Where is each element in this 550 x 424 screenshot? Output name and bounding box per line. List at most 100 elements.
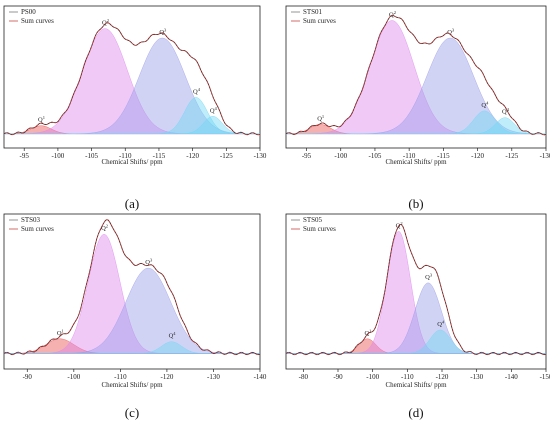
panel-label: (c)	[125, 405, 139, 420]
peak-label-q1: Q1	[317, 114, 324, 123]
x-tick-label: -130	[540, 152, 550, 160]
peak-label-sup: 4	[173, 331, 176, 336]
peak-label-sup: 4	[198, 87, 201, 92]
peak-label-q1: Q1	[57, 328, 64, 337]
peak-label-q2: Q2	[102, 18, 109, 27]
x-tick-label: -90	[333, 373, 343, 381]
x-tick-label: -140	[505, 373, 518, 381]
peak-label-sup: 1	[62, 328, 64, 333]
peak-label-sup: 3	[164, 28, 167, 33]
legend-sum-label: Sum curves	[21, 225, 54, 233]
x-tick-label: -130	[207, 373, 220, 381]
x-tick-label: -125	[505, 152, 518, 160]
x-tick-label: -125	[220, 152, 233, 160]
x-tick-label: -100	[67, 373, 80, 381]
panel-c: Q1 Q2 Q3 Q4 -90 -100 -110 -120 -130 -140 Chemical …	[3, 213, 267, 420]
peak-label-sup: 3	[452, 28, 455, 33]
peak-label-sup: 2	[106, 224, 108, 229]
peak-q4b-area	[4, 116, 260, 135]
peak-label-q1: Q1	[38, 115, 45, 124]
legend-sample-label: STS01	[303, 8, 323, 16]
x-tick-label: -105	[369, 152, 382, 160]
x-tick-label: -110	[114, 373, 127, 381]
plot-frame	[285, 5, 547, 149]
plot-frame	[3, 213, 261, 370]
peak-label-sup: 1	[43, 115, 45, 120]
x-tick-label: -110	[119, 152, 132, 160]
x-tick-label: -105	[85, 152, 98, 160]
peak-label-sup: 3	[150, 258, 153, 263]
panel-b: Q1 Q2 Q3 Q4 Q4 -95 -100 -105 -110 -115 -120 -125 -13…	[285, 5, 550, 211]
legend-sample-label: PS00	[21, 8, 36, 16]
legend-sum-label: Sum curves	[303, 17, 336, 25]
x-tick-label: -95	[302, 152, 312, 160]
x-tick-label: -100	[334, 152, 347, 160]
peak-label-q4b: Q4	[502, 107, 510, 116]
peak-label-q4a: Q4	[481, 100, 489, 109]
peak-label-sup: 1	[369, 328, 371, 333]
x-tick-label: -150	[540, 373, 550, 381]
x-tick-label: -100	[51, 152, 64, 160]
peak-q3-area	[286, 282, 546, 354]
peak-q3-area	[4, 267, 260, 354]
legend-sample-label: STS05	[303, 216, 323, 224]
peak-label-sup: 2	[107, 18, 109, 23]
x-tick-label: -140	[254, 373, 267, 381]
panel-a: Q1 Q2 Q3 Q4 Q4 -95 -100 -105 -110 -115 -120 -125 -13…	[3, 5, 267, 211]
x-axis-label: Chemical Shifts/ ppm	[385, 381, 447, 389]
x-tick-label: -80	[299, 373, 309, 381]
peak-q4-area	[4, 341, 260, 354]
legend-sum-label: Sum curves	[21, 17, 54, 25]
fit-curve-dashed	[3, 219, 261, 356]
sum-curve	[285, 15, 547, 136]
peak-q4b-area	[286, 117, 546, 135]
fit-curve-dashed	[285, 224, 547, 356]
x-tick-label: -110	[401, 373, 414, 381]
peak-label-sup: 4	[215, 106, 218, 111]
peak-label-q4b: Q4	[210, 106, 218, 115]
peak-label-q2: Q2	[389, 10, 396, 19]
peak-label-sup: 2	[400, 221, 402, 226]
peak-label-q4: Q4	[437, 319, 445, 328]
peak-label-q4a: Q4	[193, 87, 201, 96]
plot-frame	[285, 213, 547, 370]
x-tick-label: -120	[436, 373, 449, 381]
x-tick-label: -130	[470, 373, 483, 381]
peak-label-sup: 4	[507, 107, 510, 112]
x-tick-label: -100	[366, 373, 379, 381]
peak-label-sup: 4	[486, 100, 489, 105]
peak-label-q3: Q3	[159, 28, 167, 37]
peak-label-sup: 3	[430, 272, 433, 277]
x-axis-label: Chemical Shifts/ ppm	[385, 158, 447, 166]
x-tick-label: -120	[471, 152, 484, 160]
panel-d: Q1Q2Q3Q4-80-90-100-110-120-130-140-150Ch…	[285, 213, 550, 420]
legend-sum-label: Sum curves	[303, 225, 336, 233]
x-tick-label: -115	[437, 152, 450, 160]
x-tick-label: -90	[23, 373, 33, 381]
peak-label-q2: Q2	[101, 224, 108, 233]
x-tick-label: -115	[153, 152, 166, 160]
x-tick-label: -95	[20, 152, 30, 160]
peak-label-q1: Q1	[364, 328, 371, 337]
x-axis-label: Chemical Shifts/ ppm	[101, 381, 163, 389]
peak-label-q3: Q3	[145, 258, 153, 267]
panel-label: (a)	[125, 196, 139, 211]
legend-sample-label: STS03	[21, 216, 41, 224]
panel-label: (d)	[408, 405, 423, 420]
sum-curve	[3, 22, 261, 136]
x-tick-label: -130	[254, 152, 267, 160]
x-axis-label: Chemical Shifts/ ppm	[101, 158, 163, 166]
x-tick-label: -120	[160, 373, 173, 381]
peak-label-q3: Q3	[425, 272, 433, 281]
peak-q4-area	[286, 329, 546, 354]
panel-label: (b)	[408, 196, 423, 211]
peak-label-q3: Q3	[447, 28, 455, 37]
peak-label-sup: 1	[322, 114, 324, 119]
peak-label-q4: Q4	[169, 331, 177, 340]
x-tick-label: -120	[186, 152, 199, 160]
x-tick-label: -110	[403, 152, 416, 160]
peak-label-sup: 4	[442, 319, 445, 324]
plot-frame	[3, 5, 261, 149]
peak-label-sup: 2	[394, 10, 396, 15]
